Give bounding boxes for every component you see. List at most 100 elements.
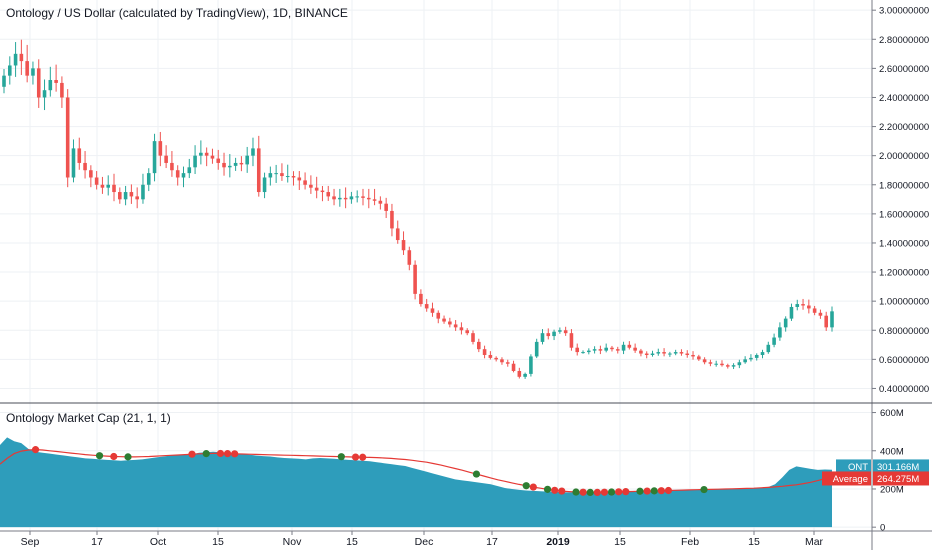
ont-value-label: 301.166M bbox=[877, 462, 919, 473]
candle-body bbox=[488, 354, 493, 358]
candle-body bbox=[326, 192, 331, 197]
average-line bbox=[0, 448, 833, 493]
crossover-marker-green bbox=[607, 488, 616, 496]
candle-body bbox=[818, 312, 823, 316]
candle-body bbox=[453, 324, 458, 328]
candle-body bbox=[760, 352, 765, 355]
candle-body bbox=[783, 318, 788, 328]
candle-body bbox=[436, 312, 441, 319]
candle-body bbox=[187, 167, 192, 174]
candle-body bbox=[587, 350, 591, 353]
date-label: 15 bbox=[346, 536, 358, 548]
candle-body bbox=[644, 353, 649, 355]
candle-body bbox=[731, 365, 736, 367]
candle-body bbox=[540, 333, 545, 342]
candle-body bbox=[42, 90, 47, 98]
candle-body bbox=[749, 357, 753, 360]
candle-body bbox=[754, 354, 759, 358]
crossover-marker-green bbox=[522, 482, 530, 490]
candle-body bbox=[575, 347, 580, 353]
candle-body bbox=[83, 162, 87, 171]
candle-body bbox=[65, 97, 70, 178]
candle-body bbox=[685, 353, 690, 355]
candle-body bbox=[245, 155, 249, 165]
candle-body bbox=[598, 349, 603, 351]
candle-body bbox=[604, 347, 608, 351]
candle-body bbox=[7, 65, 12, 76]
crossover-marker-red bbox=[643, 487, 651, 495]
crossover-marker-red bbox=[600, 488, 609, 496]
date-label: Feb bbox=[681, 536, 699, 548]
candle-body bbox=[795, 304, 800, 307]
candle-body bbox=[697, 356, 701, 360]
ind-tick-label: 600M bbox=[880, 408, 904, 419]
candle-body bbox=[395, 228, 400, 241]
candle-body bbox=[708, 362, 713, 364]
crossover-marker-red bbox=[551, 486, 559, 494]
candle-body bbox=[494, 357, 498, 360]
candle-body bbox=[552, 331, 556, 337]
crossover-marker-red bbox=[593, 488, 601, 497]
crossover-marker-red bbox=[529, 483, 537, 491]
candle-body bbox=[199, 152, 203, 156]
crossover-marker-green bbox=[572, 488, 580, 496]
ont-name-label: ONT bbox=[848, 462, 868, 473]
candle-body bbox=[71, 148, 76, 178]
candle-body bbox=[175, 170, 180, 178]
candle-body bbox=[442, 318, 446, 322]
price-tick-label: 0.80000000 bbox=[879, 326, 929, 337]
candle-body bbox=[419, 293, 423, 305]
candle-body bbox=[366, 197, 371, 200]
price-tick-label: 1.00000000 bbox=[879, 297, 929, 308]
candle-body bbox=[465, 330, 470, 334]
crossover-marker-green bbox=[202, 450, 210, 458]
crossover-marker-green bbox=[95, 452, 104, 460]
candle-body bbox=[193, 155, 197, 168]
candle-body bbox=[610, 347, 614, 350]
candle-body bbox=[477, 341, 481, 350]
crossover-marker-green bbox=[650, 487, 658, 495]
candle-body bbox=[361, 196, 365, 198]
date-label: Sep bbox=[21, 536, 40, 548]
candle-body bbox=[581, 352, 585, 354]
chart-title: Ontology / US Dollar (calculated by Trad… bbox=[6, 6, 348, 20]
candle-body bbox=[158, 141, 163, 156]
crossover-marker-red bbox=[558, 487, 566, 495]
crossover-marker-green bbox=[543, 485, 552, 493]
candle-body bbox=[546, 333, 551, 337]
price-tick-label: 2.40000000 bbox=[879, 93, 929, 104]
candle-body bbox=[505, 362, 510, 364]
average-name-tag bbox=[822, 471, 871, 486]
candle-body bbox=[285, 176, 290, 178]
candle-body bbox=[812, 308, 817, 313]
crossover-marker-red bbox=[110, 452, 118, 461]
candle-body bbox=[320, 190, 325, 193]
candle-body bbox=[181, 173, 186, 178]
candle-body bbox=[720, 363, 724, 366]
candle-body bbox=[129, 192, 134, 197]
price-tick-label: 2.00000000 bbox=[879, 151, 929, 162]
candle-body bbox=[36, 68, 41, 98]
candle-body bbox=[170, 162, 174, 171]
candle-body bbox=[239, 162, 244, 165]
candle-body bbox=[94, 177, 99, 185]
candle-body bbox=[2, 75, 6, 87]
price-candles bbox=[2, 39, 834, 379]
price-axis[interactable]: 3.00000000 2.80000000 2.60000000 2.40000000… bbox=[872, 6, 929, 395]
date-label: Nov bbox=[283, 536, 302, 548]
candle-body bbox=[407, 250, 412, 265]
time-axis[interactable]: Sep 17 Oct 15 Nov 15 Dec 17 2019 15 Feb 15 Mar bbox=[21, 531, 824, 548]
price-tick-label: 2.60000000 bbox=[879, 64, 929, 75]
crossover-marker-red bbox=[31, 446, 40, 454]
indicator-axis[interactable]: 600M 400M 200M 0 bbox=[872, 408, 904, 534]
candle-body bbox=[100, 184, 105, 188]
crossover-marker-red bbox=[216, 449, 225, 458]
candle-body bbox=[662, 352, 666, 354]
candle-body bbox=[106, 184, 111, 188]
date-label: 15 bbox=[748, 536, 760, 548]
crossover-marker-red bbox=[359, 453, 367, 461]
candle-body bbox=[789, 306, 794, 319]
price-tick-label: 0.40000000 bbox=[879, 384, 929, 395]
